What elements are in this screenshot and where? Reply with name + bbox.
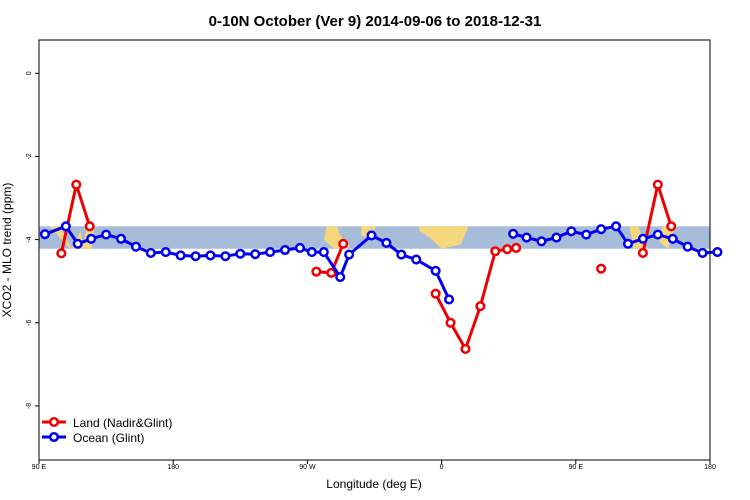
data-point-ocean xyxy=(220,251,231,262)
data-point-ocean xyxy=(306,247,317,258)
y-axis-label: XCO2 - MLO trend (ppm) xyxy=(0,183,14,318)
data-point-ocean xyxy=(101,229,112,240)
data-point-ocean xyxy=(130,241,141,252)
x-tick-label: 180 xyxy=(704,464,716,471)
data-point-ocean xyxy=(381,237,392,248)
data-point-ocean xyxy=(697,247,708,258)
map-band-land xyxy=(419,226,469,249)
data-point-ocean xyxy=(596,224,607,235)
data-point-ocean xyxy=(250,249,261,260)
data-point-ocean xyxy=(235,248,246,259)
data-point-land xyxy=(326,267,337,278)
data-point-ocean xyxy=(652,229,663,240)
data-point-ocean xyxy=(712,247,723,258)
x-tick-label: 180 xyxy=(167,464,179,471)
data-point-land xyxy=(637,247,648,258)
legend: Land (Nadir&Glint) Ocean (Glint) xyxy=(42,416,172,445)
data-point-ocean xyxy=(366,230,377,241)
series-layer xyxy=(39,179,723,355)
legend-marker-land xyxy=(48,416,60,428)
y-tick-label: -2 xyxy=(26,153,33,159)
data-point-ocean xyxy=(396,249,407,260)
data-point-ocean xyxy=(145,247,156,258)
data-point-ocean xyxy=(536,236,547,247)
data-point-land xyxy=(84,221,95,232)
data-point-ocean xyxy=(318,247,329,258)
data-point-land xyxy=(666,221,677,232)
data-point-land xyxy=(460,343,471,355)
data-point-ocean xyxy=(411,254,422,265)
x-tick-label: 90 E xyxy=(32,464,47,471)
data-point-land xyxy=(71,179,82,190)
data-point-land xyxy=(338,238,349,249)
data-point-land xyxy=(502,244,513,255)
legend-label-land: Land (Nadir&Glint) xyxy=(73,416,172,430)
data-point-ocean xyxy=(175,250,186,261)
data-point-ocean xyxy=(581,229,592,240)
data-point-ocean xyxy=(279,244,291,256)
data-point-land xyxy=(430,288,441,299)
data-point-land xyxy=(311,266,322,277)
data-point-ocean xyxy=(160,247,171,258)
data-point-ocean xyxy=(622,238,634,249)
data-point-land xyxy=(596,263,607,274)
data-point-ocean xyxy=(115,233,127,244)
x-axis-label: Longitude (deg E) xyxy=(326,477,421,491)
data-point-land xyxy=(511,242,522,253)
data-point-ocean xyxy=(190,251,201,262)
data-point-ocean xyxy=(508,228,519,239)
y-tick-label: -4 xyxy=(26,236,33,242)
chart-title: 0-10N October (Ver 9) 2014-09-06 to 2018… xyxy=(209,13,542,30)
data-point-ocean xyxy=(611,221,622,232)
data-point-land xyxy=(652,179,663,190)
data-point-land xyxy=(490,246,501,257)
data-point-ocean xyxy=(667,233,678,244)
series-line-ocean xyxy=(44,224,451,301)
plot-frame xyxy=(38,39,711,461)
legend-label-ocean: Ocean (Glint) xyxy=(73,431,144,445)
data-point-ocean xyxy=(637,233,648,244)
data-point-ocean xyxy=(335,271,346,283)
data-point-ocean xyxy=(344,249,355,260)
x-tick-label: 0 xyxy=(440,464,444,471)
data-point-ocean xyxy=(72,238,83,249)
y-tick-label: -6 xyxy=(26,320,33,326)
x-tick-label: 90 E xyxy=(569,464,584,471)
y-tick-label: 0 xyxy=(26,71,33,75)
legend-marker-ocean xyxy=(48,431,60,443)
y-tick-label: -8 xyxy=(26,403,33,409)
data-point-ocean xyxy=(521,232,532,243)
x-tick-label: 90 W xyxy=(299,464,316,471)
data-point-ocean xyxy=(551,232,562,243)
data-point-ocean xyxy=(39,229,51,240)
data-point-ocean xyxy=(444,294,455,305)
data-point-ocean xyxy=(205,250,216,261)
data-point-ocean xyxy=(60,221,71,232)
data-point-ocean xyxy=(294,242,305,253)
data-point-land xyxy=(445,317,456,328)
data-point-ocean xyxy=(566,226,577,237)
data-point-land xyxy=(56,248,67,259)
data-point-ocean xyxy=(265,247,276,258)
axes: 90 E 180 90 W 0 90 E 180 0 -2 -4 -6 -8 xyxy=(26,71,716,471)
data-point-ocean xyxy=(86,233,97,244)
data-point-ocean xyxy=(430,265,441,276)
data-point-land xyxy=(475,301,486,312)
data-point-ocean xyxy=(682,241,693,252)
